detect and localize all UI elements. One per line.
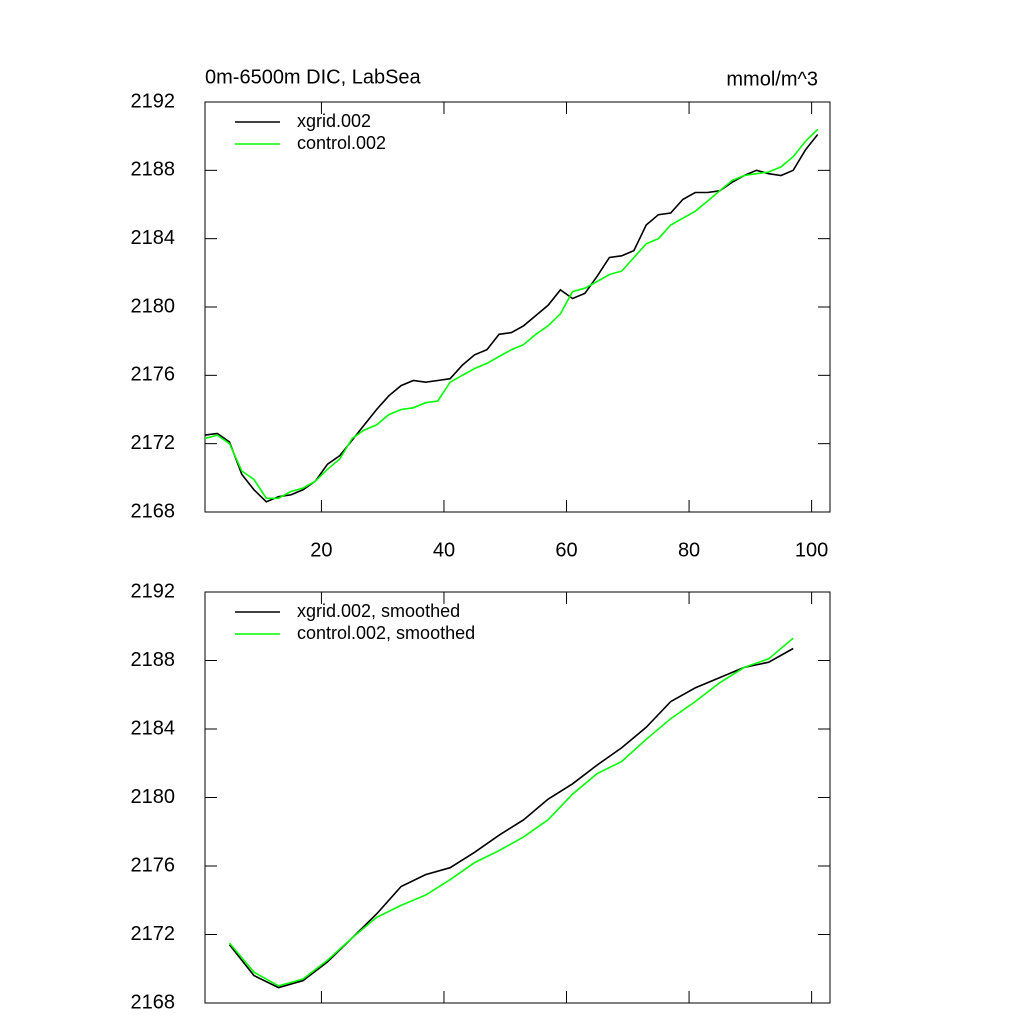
chart-title: 0m-6500m DIC, LabSea xyxy=(205,66,422,88)
y-tick-label: 2188 xyxy=(131,649,176,671)
y-tick-label: 2180 xyxy=(131,295,176,317)
series-line xyxy=(228,647,794,989)
series-line xyxy=(228,637,794,987)
legend-label: xgrid.002 xyxy=(297,111,371,131)
y-tick-label: 2184 xyxy=(131,717,176,739)
x-tick-label: 100 xyxy=(795,539,828,561)
x-tick-label: 60 xyxy=(555,539,577,561)
y-tick-label: 2176 xyxy=(131,364,176,386)
y-tick-label: 2168 xyxy=(131,500,176,522)
y-tick-label: 2188 xyxy=(131,159,176,181)
x-tick-label: 80 xyxy=(678,539,700,561)
y-tick-label: 2192 xyxy=(131,90,176,112)
legend-label: control.002, smoothed xyxy=(297,623,475,643)
y-tick-label: 2172 xyxy=(131,923,176,945)
units-label: mmol/m^3 xyxy=(726,68,818,90)
legend-label: control.002 xyxy=(297,133,386,153)
y-tick-label: 2180 xyxy=(131,786,176,808)
series-line xyxy=(204,128,819,500)
y-tick-label: 2176 xyxy=(131,854,176,876)
plot-frame xyxy=(204,591,831,1004)
x-tick-label: 40 xyxy=(433,539,455,561)
y-tick-label: 2172 xyxy=(131,432,176,454)
y-tick-label: 2192 xyxy=(131,580,176,602)
x-tick-label: 20 xyxy=(310,539,332,561)
plot-frame xyxy=(204,101,831,513)
series-line xyxy=(204,134,819,503)
y-tick-label: 2168 xyxy=(131,991,176,1013)
legend-label: xgrid.002, smoothed xyxy=(297,601,460,621)
y-tick-label: 2184 xyxy=(131,227,176,249)
